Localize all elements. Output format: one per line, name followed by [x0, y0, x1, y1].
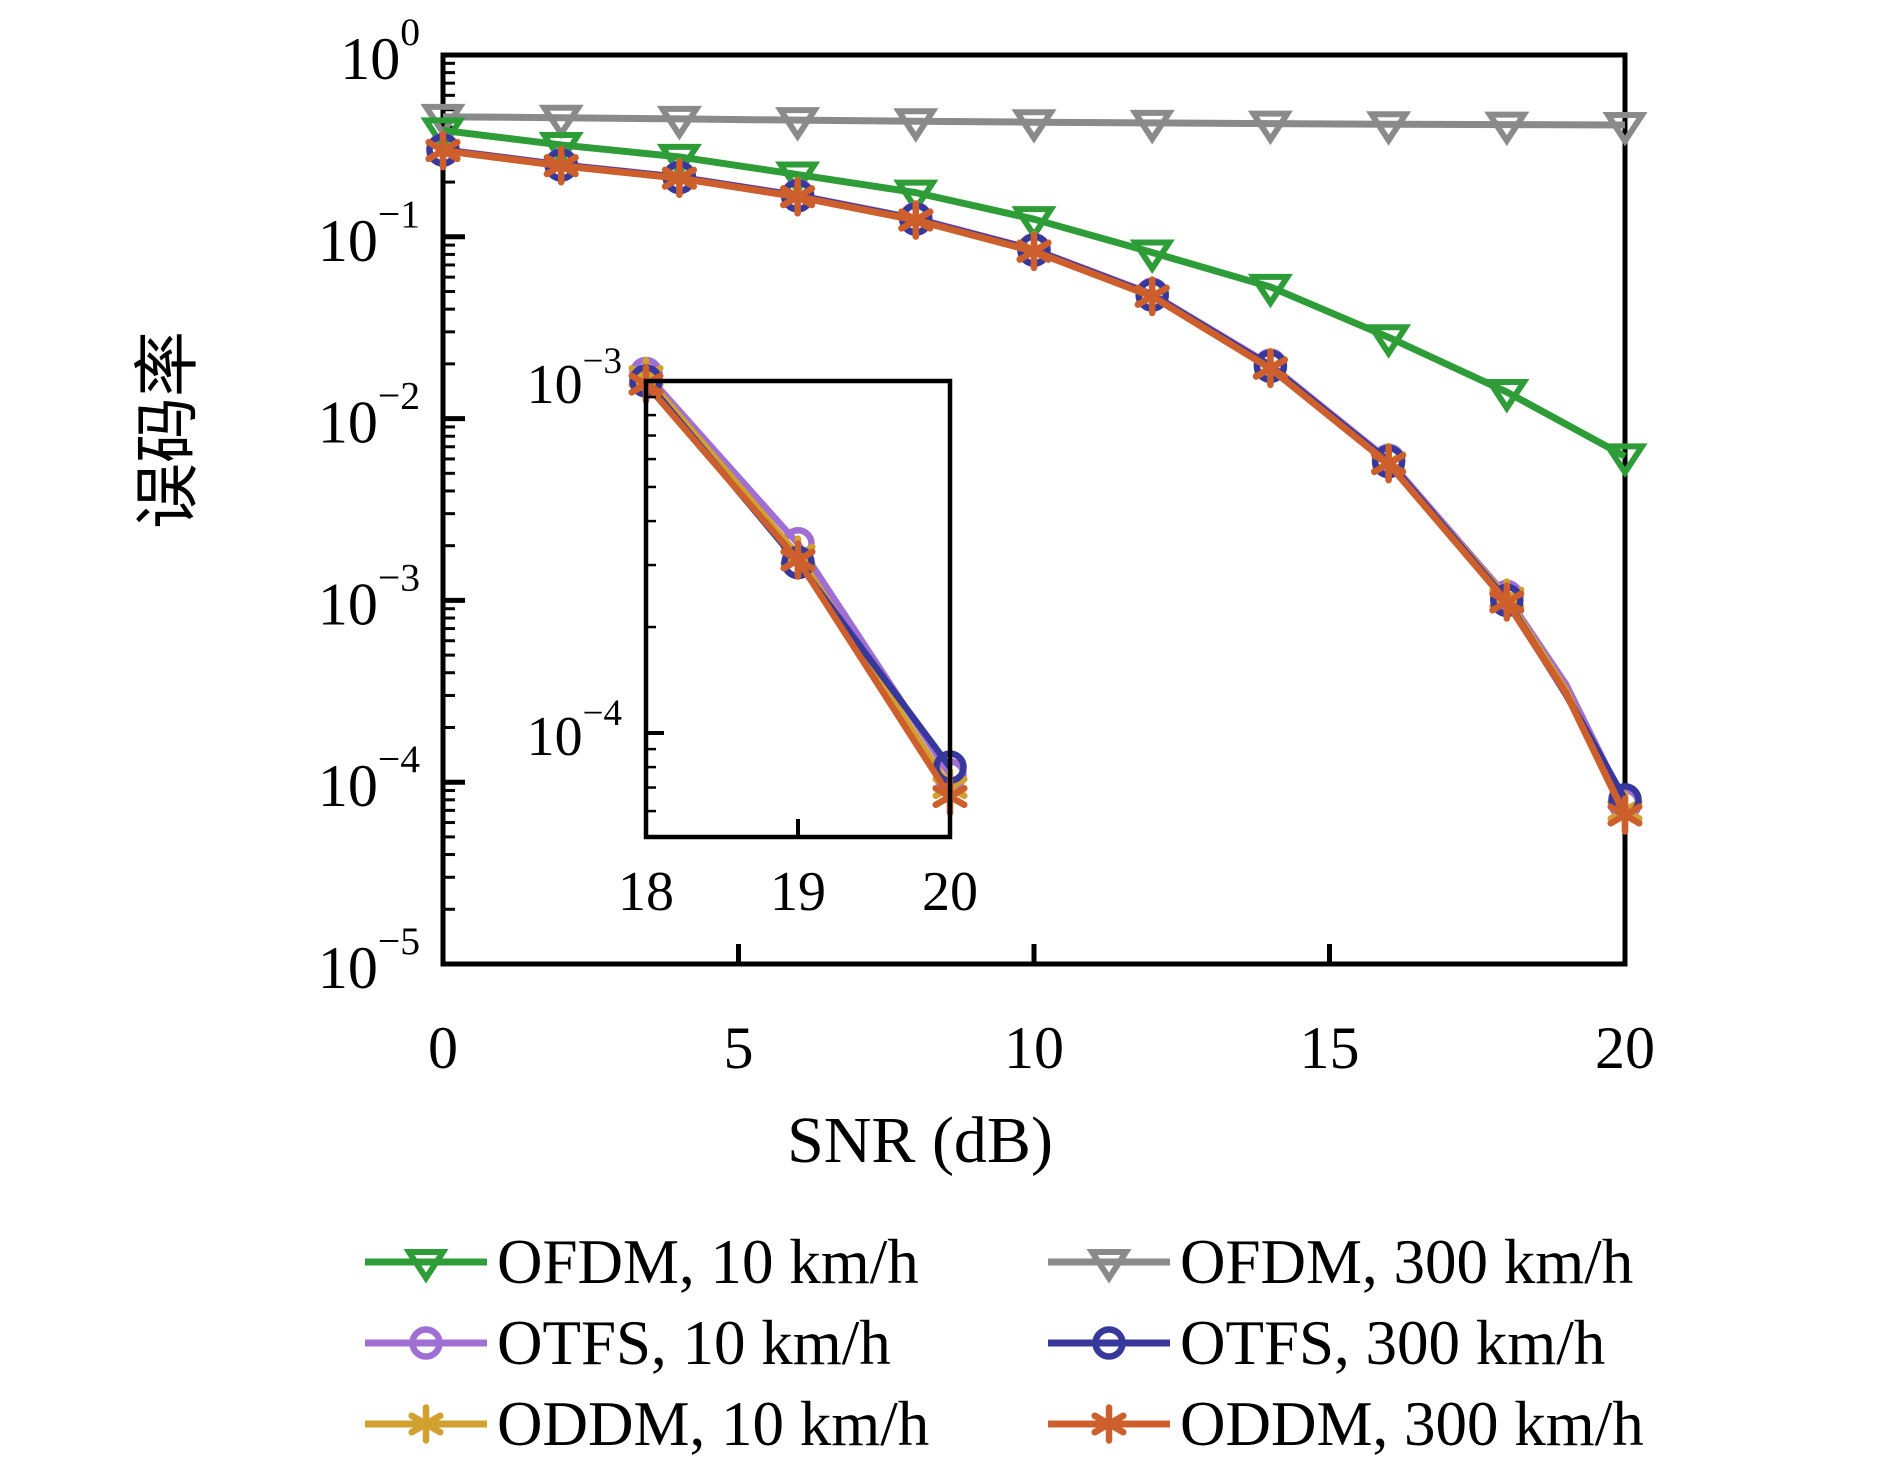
legend-item-oddm-300-km-h: ODDM, 300 km/h — [1048, 1389, 1644, 1459]
asterisk-marker — [898, 200, 934, 240]
legend-label-ofdm-10-km-h: OFDM, 10 km/h — [497, 1227, 919, 1297]
y-tick-label-10e-4: 10−4 — [318, 737, 420, 819]
legend-item-oddm-10-km-h: ODDM, 10 km/h — [365, 1389, 929, 1459]
triangle-down-marker — [1602, 112, 1648, 147]
inset-x-tick-label-18: 18 — [618, 861, 674, 923]
asterisk-marker — [780, 177, 816, 217]
y-tick-label-10e-3: 10−3 — [318, 555, 420, 637]
y-tick-label-10e0: 100 — [340, 10, 420, 92]
x-tick-label-5: 5 — [724, 1015, 754, 1081]
asterisk-marker — [1489, 582, 1525, 622]
legend-label-otfs-10-km-h: OTFS, 10 km/h — [497, 1308, 891, 1378]
inset-x-tick-label-19: 19 — [770, 861, 826, 923]
y-tick-label-10e-1: 10−1 — [318, 192, 420, 274]
x-tick-label-15: 15 — [1300, 1015, 1360, 1081]
triangle-down-marker — [1484, 379, 1530, 414]
y-tick-label-10e-5: 10−5 — [318, 919, 420, 1001]
inset-plot: 18 19 20 10−3 10−4 — [527, 339, 978, 923]
asterisk-marker — [408, 1404, 444, 1444]
triangle-down-marker — [538, 131, 584, 167]
triangle-down-marker — [1602, 443, 1648, 478]
asterisk-marker — [543, 145, 579, 186]
asterisk-marker — [661, 158, 697, 198]
asterisk-marker — [1607, 795, 1643, 835]
inset-axes: 18 19 20 10−3 10−4 — [527, 339, 978, 923]
asterisk-marker — [1091, 1404, 1127, 1444]
triangle-down-marker — [1484, 111, 1530, 147]
series-ofdm-10-km-h — [420, 117, 1648, 478]
circle-marker — [409, 1326, 443, 1360]
triangle-down-marker — [1011, 109, 1057, 144]
x-tick-label-0: 0 — [428, 1015, 458, 1081]
triangle-down-marker — [893, 108, 939, 143]
triangle-down-marker — [403, 1249, 449, 1284]
triangle-down-marker — [1247, 110, 1293, 146]
triangle-down-marker — [893, 179, 939, 215]
main-plot-area: 100 10−1 10−2 10−3 10−4 10−50 5 10 15 20 — [318, 10, 1655, 1081]
asterisk-marker — [1016, 231, 1052, 272]
circle-marker — [1092, 1326, 1126, 1360]
triangle-down-marker — [1011, 206, 1057, 241]
series-line-oddm-300-km-h — [442, 147, 1629, 817]
triangle-down-marker — [775, 161, 821, 197]
triangle-down-marker — [1129, 239, 1175, 274]
triangle-down-marker — [656, 143, 702, 179]
legend-item-otfs-10-km-h: OTFS, 10 km/h — [365, 1308, 891, 1378]
y-axis-label: 误码率 — [132, 331, 205, 529]
legend-item-ofdm-10-km-h: OFDM, 10 km/h — [365, 1227, 919, 1297]
y-axis: 100 10−1 10−2 10−3 10−4 10−5 — [318, 10, 465, 1001]
triangle-down-marker — [656, 105, 702, 141]
x-axis: 0 5 10 15 20 — [428, 944, 1655, 1081]
triangle-down-marker — [1129, 109, 1175, 145]
asterisk-marker — [1371, 443, 1407, 484]
series-line-ofdm-10-km-h — [442, 126, 1627, 460]
x-axis-label: SNR (dB) — [787, 1104, 1053, 1177]
inset-y-tick-label-10e-4: 10−4 — [527, 691, 622, 768]
series-oddm-300-km-h — [425, 130, 1643, 835]
legend-label-oddm-300-km-h: ODDM, 300 km/h — [1180, 1389, 1644, 1459]
inset-x-tick-label-20: 20 — [922, 861, 978, 923]
series-ofdm-300-km-h — [420, 103, 1648, 147]
legend-label-otfs-300-km-h: OTFS, 300 km/h — [1180, 1308, 1605, 1378]
inset-y-tick-label-10e-3: 10−3 — [527, 339, 622, 416]
triangle-down-marker — [538, 104, 584, 140]
x-tick-label-20: 20 — [1595, 1015, 1655, 1081]
asterisk-marker — [425, 130, 461, 171]
y-tick-label-10e-2: 10−2 — [318, 374, 420, 456]
asterisk-marker — [1252, 348, 1288, 389]
legend-item-otfs-300-km-h: OTFS, 300 km/h — [1048, 1308, 1605, 1378]
triangle-down-marker — [775, 107, 821, 142]
asterisk-marker — [1134, 276, 1170, 317]
legend: OFDM, 10 km/h OFDM, 300 km/h OTFS, 10 km/h… — [365, 1227, 1644, 1459]
triangle-down-marker — [420, 117, 466, 152]
series-line-ofdm-300-km-h — [442, 113, 1626, 129]
x-tick-label-10: 10 — [1004, 1015, 1064, 1081]
legend-item-ofdm-300-km-h: OFDM, 300 km/h — [1048, 1227, 1633, 1297]
triangle-down-marker — [1366, 111, 1412, 146]
asterisk-marker — [780, 540, 816, 580]
legend-label-oddm-10-km-h: ODDM, 10 km/h — [497, 1389, 929, 1459]
triangle-down-marker — [1247, 273, 1293, 309]
triangle-down-marker — [1086, 1249, 1132, 1284]
legend-label-ofdm-300-km-h: OFDM, 300 km/h — [1180, 1227, 1633, 1297]
triangle-down-marker — [1366, 324, 1412, 359]
